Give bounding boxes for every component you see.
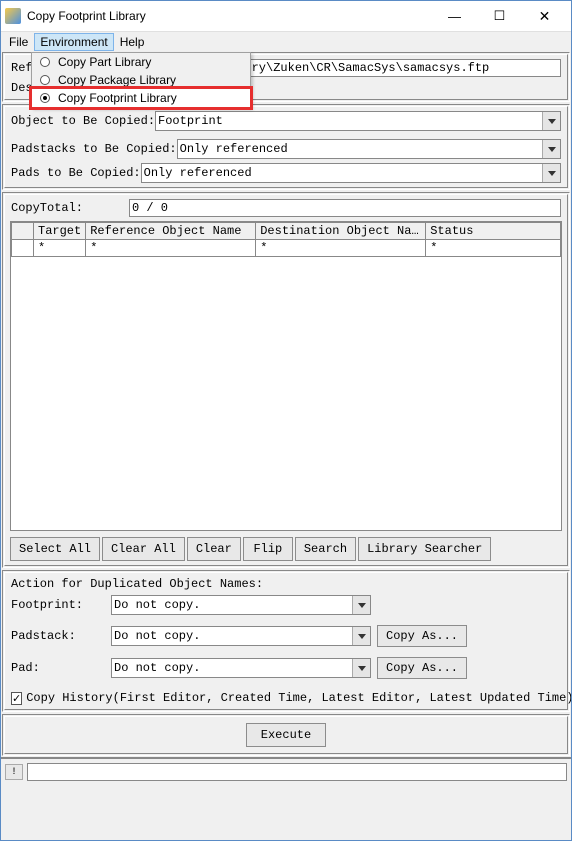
app-window: Copy Footprint Library — ☐ ✕ File Enviro… [0, 0, 572, 841]
app-icon [5, 8, 21, 24]
copy-total-row: CopyTotal: 0 / 0 [7, 197, 565, 219]
menuitem-copy-footprint-library[interactable]: Copy Footprint Library [32, 89, 250, 107]
object-combo[interactable]: Footprint [155, 111, 561, 131]
execute-button[interactable]: Execute [246, 723, 326, 747]
radio-selected-icon [40, 93, 50, 103]
padstacks-value: Only referenced [180, 142, 288, 156]
menuitem-label: Copy Footprint Library [58, 91, 177, 105]
des-label: Des [11, 81, 33, 95]
col-target[interactable]: Target [34, 223, 86, 240]
flip-button[interactable]: Flip [243, 537, 293, 561]
dup-padstack-combo[interactable]: Do not copy. [111, 626, 371, 646]
grid-empty-area [11, 257, 561, 530]
cell[interactable]: * [426, 240, 561, 257]
cell[interactable]: * [86, 240, 256, 257]
content-area: Ref ry\Zuken\CR\SamacSys\samacsys.ftp De… [1, 51, 571, 840]
chevron-down-icon [352, 627, 370, 645]
cell[interactable]: * [256, 240, 426, 257]
col-blank[interactable] [12, 223, 34, 240]
environment-dropdown: Copy Part Library Copy Package Library C… [31, 52, 251, 108]
copy-as-pad-button[interactable]: Copy As... [377, 657, 467, 679]
chevron-down-icon [542, 112, 560, 130]
dup-footprint-row: Footprint: Do not copy. [7, 593, 565, 617]
dup-pad-value: Do not copy. [114, 661, 200, 675]
chevron-down-icon [352, 596, 370, 614]
copy-total-field: 0 / 0 [129, 199, 561, 217]
object-value: Footprint [158, 114, 223, 128]
window-title: Copy Footprint Library [27, 9, 432, 23]
copy-history-label: Copy History(First Editor, Created Time,… [26, 691, 571, 705]
padstacks-combo[interactable]: Only referenced [177, 139, 561, 159]
menuitem-label: Copy Part Library [58, 55, 151, 69]
menu-environment[interactable]: Environment [34, 33, 113, 51]
library-searcher-button[interactable]: Library Searcher [358, 537, 491, 561]
chevron-down-icon [542, 164, 560, 182]
chevron-down-icon [542, 140, 560, 158]
dup-pad-row: Pad: Do not copy. Copy As... [7, 655, 565, 681]
select-all-button[interactable]: Select All [10, 537, 100, 561]
object-grid[interactable]: Target Reference Object Name Destination… [10, 221, 562, 531]
padstacks-row: Padstacks to Be Copied: Only referenced [7, 137, 565, 161]
cell[interactable]: * [34, 240, 86, 257]
dup-pad-combo[interactable]: Do not copy. [111, 658, 371, 678]
col-destination[interactable]: Destination Object Na… [256, 223, 426, 240]
clear-button[interactable]: Clear [187, 537, 241, 561]
ref-path-value: ry\Zuken\CR\SamacSys\samacsys.ftp [252, 61, 490, 75]
dup-footprint-label: Footprint: [11, 598, 111, 612]
ref-path-field[interactable]: ry\Zuken\CR\SamacSys\samacsys.ftp [249, 59, 561, 77]
chevron-down-icon [352, 659, 370, 677]
col-reference[interactable]: Reference Object Name [86, 223, 256, 240]
grid-header-row: Target Reference Object Name Destination… [12, 223, 561, 240]
padstacks-label: Padstacks to Be Copied: [11, 142, 177, 156]
copy-as-padstack-button[interactable]: Copy As... [377, 625, 467, 647]
menuitem-copy-part-library[interactable]: Copy Part Library [32, 53, 250, 71]
radio-icon [40, 75, 50, 85]
menuitem-label: Copy Package Library [58, 73, 176, 87]
copy-total-label: CopyTotal: [11, 201, 129, 215]
pads-label: Pads to Be Copied: [11, 166, 141, 180]
object-label: Object to Be Copied: [11, 114, 155, 128]
dup-padstack-label: Padstack: [11, 629, 111, 643]
clear-all-button[interactable]: Clear All [102, 537, 185, 561]
radio-icon [40, 57, 50, 67]
maximize-button[interactable]: ☐ [477, 2, 522, 30]
search-button[interactable]: Search [295, 537, 356, 561]
pads-row: Pads to Be Copied: Only referenced [7, 161, 565, 185]
duplicated-header: Action for Duplicated Object Names: [11, 577, 263, 591]
status-message-field[interactable] [27, 763, 567, 781]
menu-help[interactable]: Help [114, 33, 151, 51]
dup-footprint-value: Do not copy. [114, 598, 200, 612]
copy-total-value: 0 / 0 [132, 201, 168, 215]
menu-file[interactable]: File [3, 33, 34, 51]
grid-button-row: Select All Clear All Clear Flip Search L… [7, 533, 565, 563]
menubar: File Environment Help Copy Part Library … [1, 31, 571, 51]
object-row: Object to Be Copied: Footprint [7, 109, 565, 133]
dup-padstack-value: Do not copy. [114, 629, 200, 643]
pads-value: Only referenced [144, 166, 252, 180]
statusbar: ! [1, 757, 571, 785]
copy-history-row: Copy History(First Editor, Created Time,… [7, 689, 565, 707]
dup-pad-label: Pad: [11, 661, 111, 675]
grid-filter-row[interactable]: * * * * [12, 240, 561, 257]
dup-footprint-combo[interactable]: Do not copy. [111, 595, 371, 615]
cell[interactable] [12, 240, 34, 257]
minimize-button[interactable]: — [432, 2, 477, 30]
ref-label: Ref [11, 61, 33, 75]
menuitem-copy-package-library[interactable]: Copy Package Library [32, 71, 250, 89]
copy-history-checkbox[interactable] [11, 692, 22, 705]
warning-icon[interactable]: ! [5, 764, 23, 780]
titlebar: Copy Footprint Library — ☐ ✕ [1, 1, 571, 31]
pads-combo[interactable]: Only referenced [141, 163, 561, 183]
col-status[interactable]: Status [426, 223, 561, 240]
close-button[interactable]: ✕ [522, 2, 567, 30]
dup-padstack-row: Padstack: Do not copy. Copy As... [7, 623, 565, 649]
